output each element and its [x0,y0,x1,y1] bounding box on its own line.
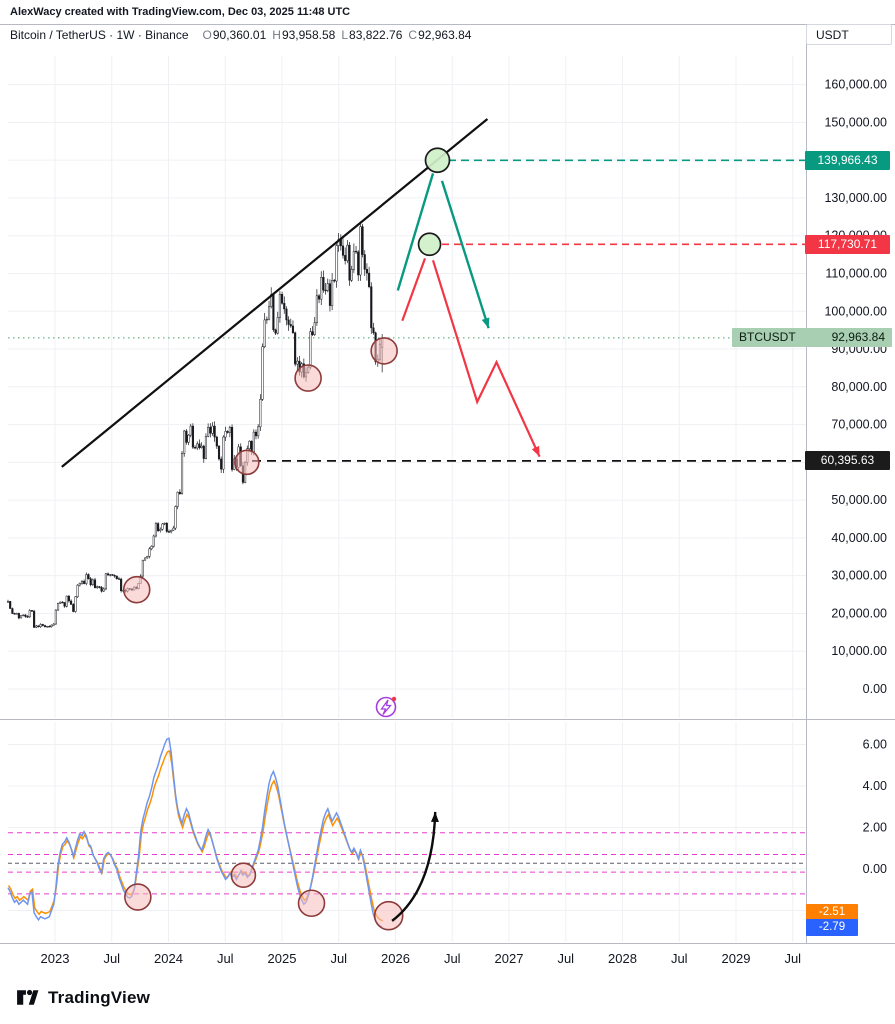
target-low-price-label: 60,395.63 [805,451,890,471]
target-level-lines [252,159,806,462]
time-axis-label: Jul [784,951,801,966]
target-high-price-label: 139,966.43 [805,150,890,170]
price-axis-label: 20,000.00 [831,606,887,620]
symbol-title[interactable]: Bitcoin / TetherUS · 1W · Binance [10,28,189,42]
panel-borders [0,24,895,944]
price-axis-label: 0.00 [863,682,887,696]
bearish-projection-path[interactable] [401,258,541,458]
time-axis-label: Jul [444,951,461,966]
price-axis-label: 100,000.00 [824,304,887,318]
time-axis-label: 2026 [381,951,410,966]
tradingview-logo-icon [17,989,39,1005]
footer-brand[interactable]: TradingView [15,985,150,1010]
price-axis-label: 150,000.00 [824,115,887,129]
time-axis-label: 2023 [41,951,70,966]
ohlc-high: H93,958.58 [272,28,336,42]
time-axis-label: 2024 [154,951,183,966]
time-axis-label: Jul [557,951,574,966]
bullish-projection-path[interactable] [396,173,490,329]
last-price-value: 92,963.84 [831,330,885,345]
price-axis-label: 70,000.00 [831,418,887,432]
price-axis-label: 160,000.00 [824,78,887,92]
oscillator-axis-label: 4.00 [863,779,887,793]
price-axis-label: 130,000.00 [824,191,887,205]
time-axis-label: Jul [671,951,688,966]
time-axis-label: 2027 [495,951,524,966]
price-highlight-circles [122,337,398,604]
attribution-text: AlexWacy created with TradingView.com, D… [10,6,351,18]
boost-lightning-icon[interactable] [375,696,397,718]
price-axis-label: 50,000.00 [831,493,887,507]
tradingview-wordmark: TradingView [48,987,151,1007]
price-axis-label: 40,000.00 [831,531,887,545]
time-axis-label: 2028 [608,951,637,966]
oscillator-axis[interactable]: 6.00 4.00 2.00 0.00 [863,738,887,877]
oscillator-dashed-levels [8,832,806,895]
ascending-trendline[interactable] [61,118,489,468]
time-axis-label: Jul [217,951,234,966]
time-axis-label: Jul [330,951,347,966]
oscillator-axis-label: 0.00 [863,862,887,876]
ohlc-low: L83,822.76 [341,28,403,42]
last-price-label: BTCUSDT 92,963.84 [732,328,892,348]
time-axis-label: 2025 [268,951,297,966]
price-axis-label: 30,000.00 [831,569,887,583]
time-axis[interactable]: 2023 Jul 2024 Jul 2025 Jul 2026 Jul 2027 Jul 2028 J… [41,951,802,966]
time-axis-label: Jul [103,951,120,966]
last-price-symbol: BTCUSDT [739,330,796,345]
oscillator-orange-value-label: -2.51 [806,904,858,922]
ohlc-open: O90,360.01 [202,28,267,42]
target-mid-price-label: 117,730.71 [805,234,890,254]
oscillator-blue-value-label: -2.79 [806,918,858,936]
oscillator-highlight-circles [124,862,404,931]
momentum-up-arrow[interactable] [391,811,439,922]
price-axis-label: 10,000.00 [831,644,887,658]
currency-unit-button[interactable]: USDT [806,24,892,45]
oscillator-axis-label: 2.00 [863,821,887,835]
price-axis-label: 80,000.00 [831,380,887,394]
ohlc-close: C92,963.84 [408,28,472,42]
time-axis-label: 2029 [722,951,751,966]
symbol-info-row[interactable]: Bitcoin / TetherUS · 1W · Binance O90,360… [10,28,471,42]
oscillator-blue-line [7,737,383,928]
target-circles [417,147,451,257]
price-axis-label: 110,000.00 [825,266,887,280]
grid [8,56,806,942]
price-axis[interactable]: 160,000.00150,000.00130,000.00120,000.00… [824,78,887,696]
oscillator-axis-label: 6.00 [863,738,887,752]
